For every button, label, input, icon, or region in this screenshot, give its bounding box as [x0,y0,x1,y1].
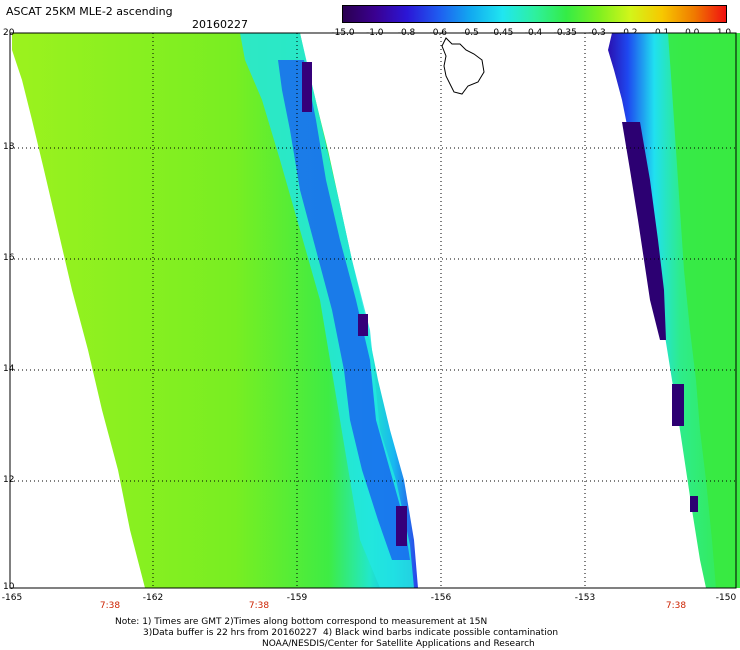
lon-label-162: -162 [142,593,164,603]
lon-label-159: -159 [286,593,308,603]
time-label: 7:38 [665,601,687,611]
lon-gridlines [152,33,586,588]
note-line-1: Note: 1) Times are GMT 2)Times along bot… [115,617,488,627]
colorbar-gradient [343,6,726,22]
lat-label-10: 10 [3,582,15,592]
lon-label-153: -153 [574,593,596,603]
left-swath-dark-cell [302,62,312,112]
lat-gridlines [10,147,736,482]
right-swath-dark-cell [672,384,684,426]
lon-label-150: -150 [715,593,737,603]
time-label: 7:38 [248,601,270,611]
lat-label-12: 12 [3,475,15,485]
note-line-2: 3)Data buffer is 22 hrs from 20160227 4)… [143,628,559,638]
product-date: 20160227 [192,18,248,31]
colorbar [342,5,727,23]
lat-label-20: 20 [3,28,15,38]
left-swath-blue-band [278,60,410,560]
left-swath-dark-cell [396,506,407,546]
lon-label-156: -156 [430,593,452,603]
time-label: 7:38 [99,601,121,611]
right-swath-dark-cell [690,496,698,512]
right-swath-green-core [668,33,740,588]
lon-label-165: -165 [1,593,23,603]
lat-label-16: 16 [3,253,15,263]
left-swath-dark-cell [358,314,368,336]
plot-frame [9,32,737,589]
note-line-3: NOAA/NESDIS/Center for Satellite Applica… [262,639,535,649]
hawaii-island-outline [441,37,485,95]
right-swath-dark-band [622,122,666,340]
lat-label-18: 18 [3,142,15,152]
lat-label-14: 14 [3,364,15,374]
product-title: ASCAT 25KM MLE-2 ascending [6,5,173,18]
